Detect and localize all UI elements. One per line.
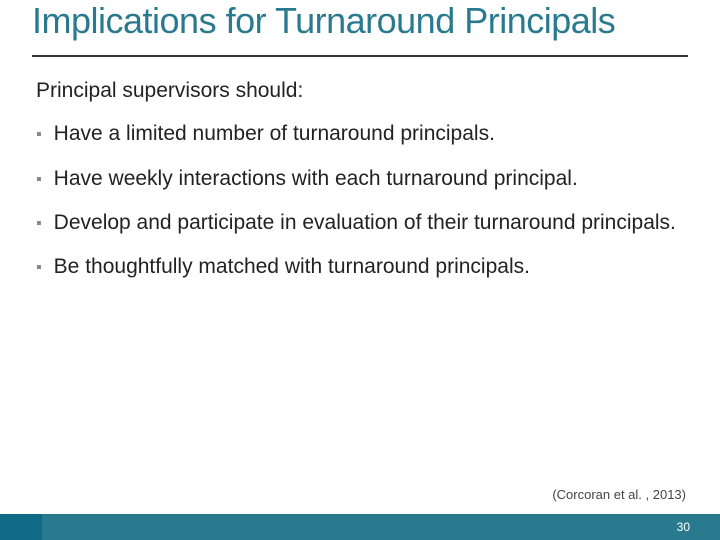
bullet-text: Develop and participate in evaluation of… [54, 210, 676, 236]
bullet-list: ▪ Have a limited number of turnaround pr… [36, 121, 684, 280]
footer-bar: 30 [0, 514, 720, 540]
footer-main-block: 30 [42, 514, 720, 540]
square-bullet-icon: ▪ [36, 125, 42, 145]
square-bullet-icon: ▪ [36, 170, 42, 190]
slide-title: Implications for Turnaround Principals [32, 0, 688, 41]
citation-text: (Corcoran et al. , 2013) [552, 487, 686, 502]
footer-accent-block [0, 514, 42, 540]
bullet-text: Have a limited number of turnaround prin… [54, 121, 495, 147]
content-area: Principal supervisors should: ▪ Have a l… [0, 57, 720, 540]
slide-container: Implications for Turnaround Principals P… [0, 0, 720, 540]
lead-text: Principal supervisors should: [36, 79, 684, 103]
list-item: ▪ Have weekly interactions with each tur… [36, 166, 684, 192]
list-item: ▪ Have a limited number of turnaround pr… [36, 121, 684, 147]
list-item: ▪ Be thoughtfully matched with turnaroun… [36, 254, 684, 280]
square-bullet-icon: ▪ [36, 258, 42, 278]
bullet-text: Have weekly interactions with each turna… [54, 166, 578, 192]
square-bullet-icon: ▪ [36, 214, 42, 234]
page-number: 30 [677, 520, 690, 534]
title-area: Implications for Turnaround Principals [0, 0, 720, 49]
bullet-text: Be thoughtfully matched with turnaround … [54, 254, 530, 280]
list-item: ▪ Develop and participate in evaluation … [36, 210, 684, 236]
